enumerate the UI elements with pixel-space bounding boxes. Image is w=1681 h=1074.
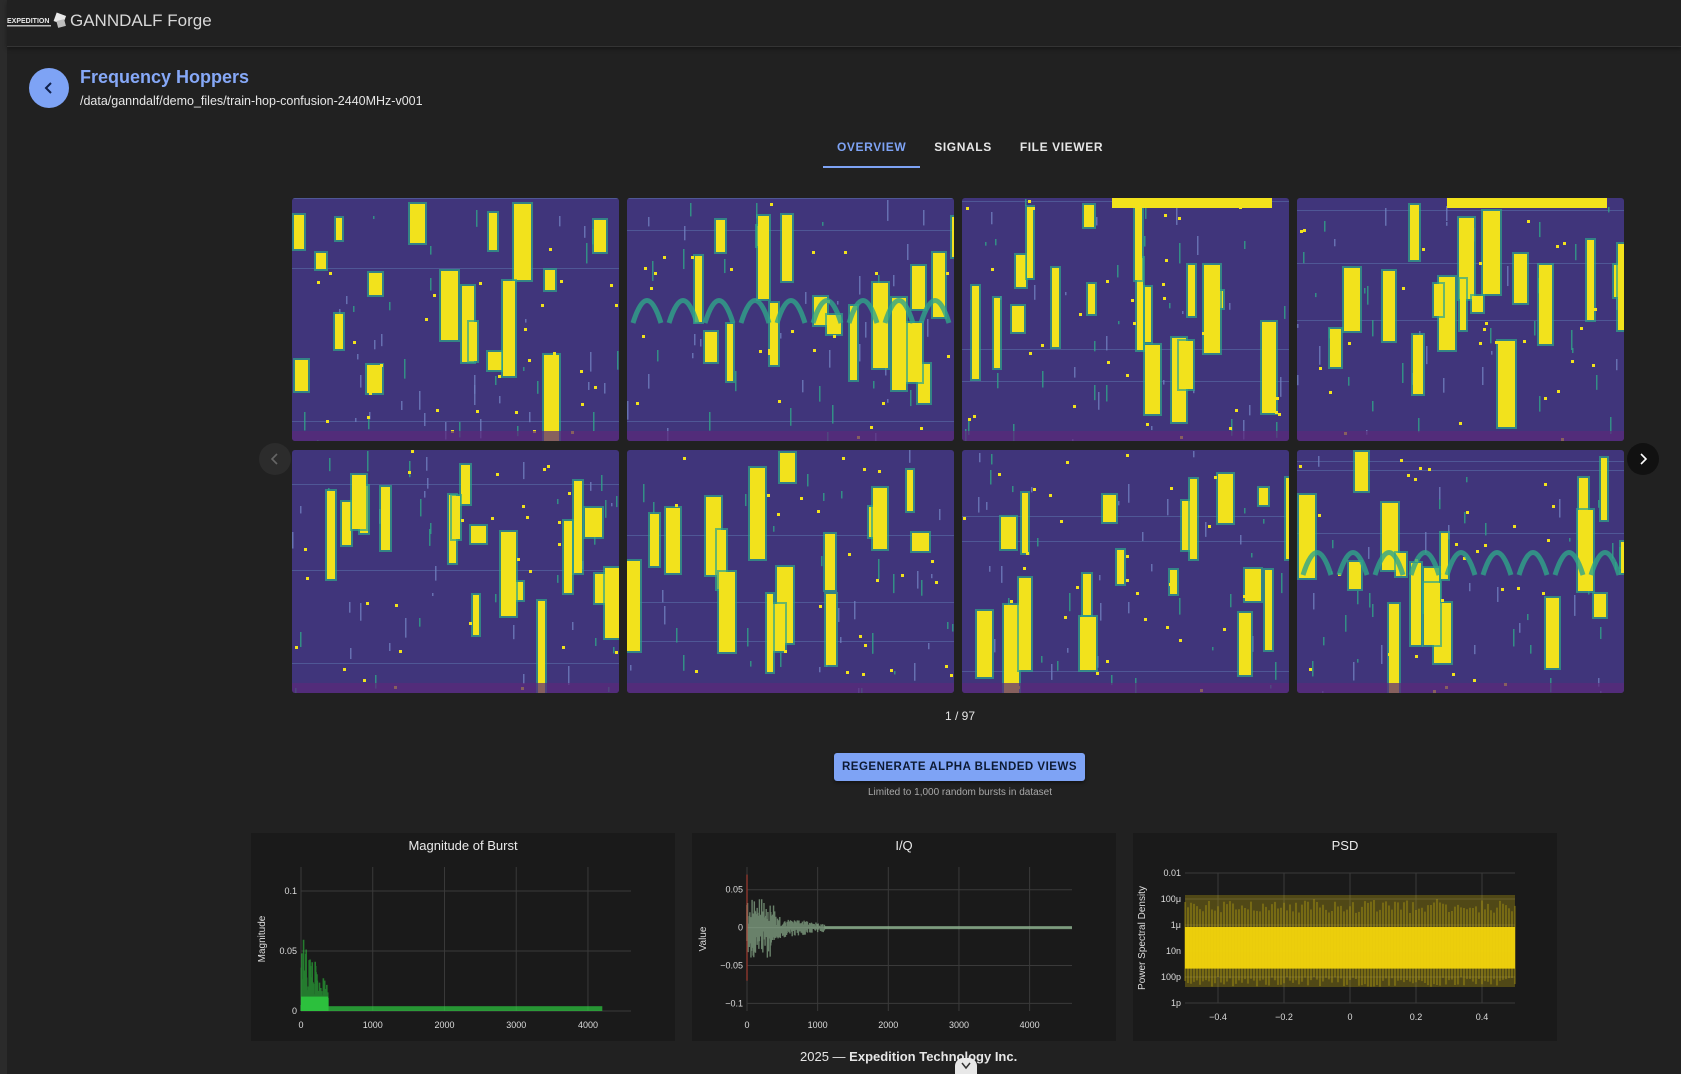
chevron-left-icon	[270, 453, 278, 465]
footer-year: 2025	[800, 1049, 829, 1064]
x-tick-label: 1000	[808, 1020, 828, 1030]
spectrogram-tile[interactable]	[962, 198, 1289, 441]
chevron-left-icon	[44, 82, 52, 94]
x-tick-label: 0	[298, 1020, 303, 1030]
iq-trace-tail	[824, 926, 1072, 930]
x-tick-label: 3000	[506, 1020, 526, 1030]
tab-file-viewer[interactable]: FILE VIEWER	[1019, 140, 1104, 154]
spectrogram-tile[interactable]	[627, 450, 954, 693]
magnitude-chart: 0 1000 2000 3000 4000 0 0.05 0.1 Magnitude	[257, 867, 631, 1030]
x-tick-label: 2000	[434, 1020, 454, 1030]
gallery-page-indicator: 1 / 97	[944, 709, 976, 723]
spectrogram-tile[interactable]	[292, 198, 619, 441]
x-tick-label: 0	[744, 1020, 749, 1030]
y-tick-label: 1μ	[1171, 920, 1181, 930]
x-tick-label: 0.2	[1410, 1012, 1423, 1022]
chart-title: I/Q	[895, 838, 913, 853]
magnitude-trace-tail	[328, 1006, 603, 1011]
footer: 2025 — Expedition Technology Inc.	[800, 1049, 1017, 1064]
spectrogram-tile[interactable]	[1297, 450, 1624, 693]
page-title: Frequency Hoppers	[80, 67, 250, 87]
left-edge-strip	[0, 0, 7, 1074]
spectrogram-image	[292, 450, 619, 693]
psd-core	[1185, 927, 1515, 969]
spectrogram-image	[292, 198, 619, 441]
spectrogram-image	[962, 450, 1289, 693]
y-tick-label: 0.05	[725, 885, 743, 895]
magnitude-trace-core	[301, 996, 329, 1011]
x-tick-label: 4000	[578, 1020, 598, 1030]
y-axis-label: Power Spectral Density	[1137, 886, 1148, 990]
y-tick-label: 0.01	[1163, 868, 1181, 878]
spectrogram-tile[interactable]	[627, 198, 954, 441]
chevron-down-icon	[961, 1062, 971, 1070]
psd-chart: −0.4 −0.2 0 0.2 0.4 0.01 100μ 1μ 10n 100p 1p Power …	[1137, 868, 1516, 1022]
iq-trace-burst	[746, 899, 826, 958]
magnitude-chart-panel: Magnitude of Burst 0 1000 2000 3000 4000 0 0.0…	[251, 833, 675, 1041]
footer-separator: —	[832, 1049, 846, 1064]
regenerate-note: Limited to 1,000 random bursts in datase…	[868, 787, 1052, 798]
y-tick-label: 100μ	[1161, 894, 1181, 904]
y-tick-label: 0.1	[284, 886, 297, 896]
x-tick-label: 2000	[878, 1020, 898, 1030]
iq-chart: 0 1000 2000 3000 4000 −0.1 −0.05 0 0.05 Value	[698, 867, 1072, 1030]
y-axis-label: Magnitude	[257, 915, 268, 962]
iq-chart-panel: I/Q 0 1000 2000 3000 4000 −0.1 −0.05 0 0.05 Value	[692, 833, 1116, 1041]
spectrogram-image	[1297, 198, 1624, 441]
y-tick-label: 100p	[1161, 972, 1181, 982]
logo-text: EXPEDITION	[7, 18, 49, 25]
y-axis-label: Value	[698, 926, 709, 951]
psd-chart-panel: PSD −0.4 −0.2 0 0.2 0.4 0.01 100μ 1μ 10n 100p 1p Po…	[1133, 833, 1557, 1041]
scroll-down-button[interactable]	[955, 1058, 977, 1074]
tab-bar: OVERVIEW SIGNALS FILE VIEWER	[823, 132, 1117, 168]
chevron-right-icon	[1640, 453, 1648, 465]
expedition-logo: EXPEDITION	[7, 12, 67, 28]
x-tick-label: 4000	[1020, 1020, 1040, 1030]
gallery-next-button[interactable]	[1627, 443, 1659, 475]
tab-overview[interactable]: OVERVIEW	[823, 132, 921, 168]
x-tick-label: 1000	[363, 1020, 383, 1030]
footer-company: Expedition Technology Inc.	[849, 1049, 1018, 1064]
x-tick-label: 0.4	[1476, 1012, 1489, 1022]
x-tick-label: −0.4	[1209, 1012, 1227, 1022]
y-tick-label: 0	[738, 923, 743, 933]
spectrogram-image	[627, 450, 954, 693]
chart-title: PSD	[1331, 838, 1359, 853]
spectrogram-image	[1297, 450, 1624, 693]
x-tick-label: 3000	[949, 1020, 969, 1030]
spectrogram-tile[interactable]	[292, 450, 619, 693]
dataset-path: /data/ganndalf/demo_files/train-hop-conf…	[80, 94, 423, 108]
x-tick-label: −0.2	[1275, 1012, 1293, 1022]
spectrogram-image	[627, 198, 954, 441]
spectrogram-image	[962, 198, 1289, 441]
y-tick-label: 0	[292, 1006, 297, 1016]
y-tick-label: −0.1	[725, 998, 743, 1008]
gallery-prev-button[interactable]	[259, 443, 291, 475]
spectrogram-gallery	[292, 198, 1627, 693]
y-tick-label: 0.05	[279, 946, 297, 956]
tab-signals[interactable]: SIGNALS	[934, 140, 992, 154]
regenerate-views-button[interactable]: REGENERATE ALPHA BLENDED VIEWS	[834, 753, 1085, 781]
spectrogram-tile[interactable]	[962, 450, 1289, 693]
y-tick-label: 10n	[1166, 946, 1181, 956]
chart-title: Magnitude of Burst	[408, 838, 518, 853]
x-tick-label: 0	[1347, 1012, 1352, 1022]
app-bar: EXPEDITION GANNDALF Forge	[7, 0, 1681, 47]
y-tick-label: −0.05	[720, 961, 743, 971]
app-title: GANNDALF Forge	[70, 11, 212, 30]
back-button[interactable]	[29, 68, 69, 108]
spectrogram-tile[interactable]	[1297, 198, 1624, 441]
y-tick-label: 1p	[1171, 998, 1181, 1008]
